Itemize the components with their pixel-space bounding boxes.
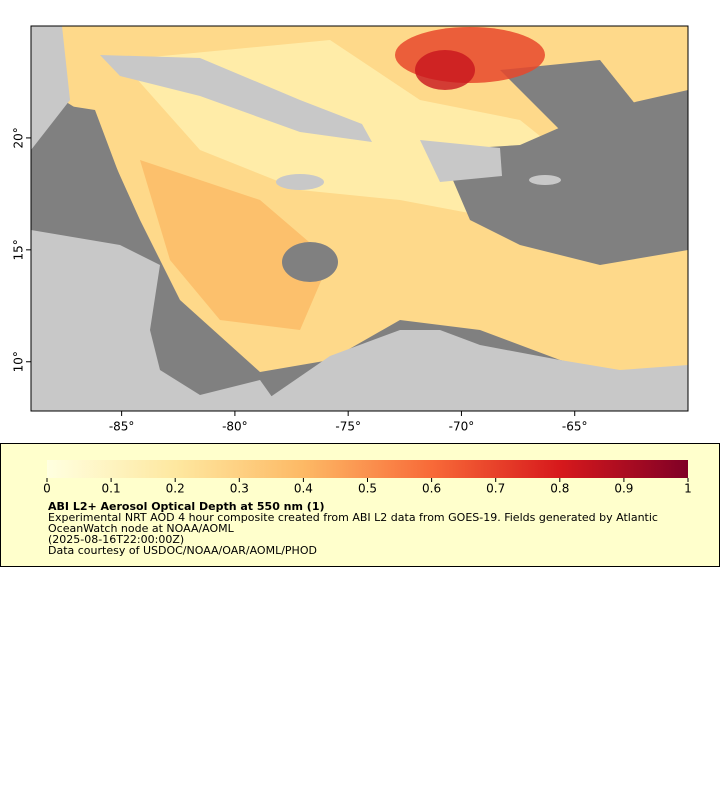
land: [250, 330, 688, 411]
map-area: [31, 26, 688, 411]
legend-line: Experimental NRT AOD 4 hour composite cr…: [48, 511, 658, 524]
land: [31, 230, 282, 411]
plot-frame: [30, 25, 689, 412]
colorbar-tick-label: 0.7: [486, 482, 505, 496]
y-tick-label: 20°: [12, 127, 26, 148]
legend-line: (2025-08-16T22:00:00Z): [48, 533, 184, 546]
colorbar-tick-label: 0.3: [230, 482, 249, 496]
x-tick-label: -75°: [335, 420, 361, 434]
colorbar-tick-label: 0.4: [294, 482, 313, 496]
axes: -85° -80° -75° -70° -65° 10° 15° 20°: [12, 127, 588, 433]
ocean-patch: [500, 60, 640, 130]
colorbar-tick-label: 0.5: [358, 482, 377, 496]
colorbar-tick-label: 0.2: [166, 482, 185, 496]
aerosol-very-high: [415, 50, 475, 90]
colorbar-tick-label: 1: [684, 482, 692, 496]
legend-lines: Experimental NRT AOD 4 hour composite cr…: [48, 511, 658, 557]
x-tick-label: -65°: [562, 420, 588, 434]
ocean-patch: [282, 242, 338, 282]
colorbar-tick-label: 0: [43, 482, 51, 496]
ocean-patch: [440, 90, 688, 265]
y-tick-label: 15°: [12, 239, 26, 260]
x-tick-label: -80°: [222, 420, 248, 434]
colorbar: [47, 460, 688, 478]
land: [420, 140, 502, 182]
x-tick-label: -85°: [109, 420, 135, 434]
aerosol-moderate: [140, 160, 330, 330]
legend-line: OceanWatch node at NOAA/AOML: [48, 522, 235, 535]
land: [31, 26, 70, 150]
colorbar-ticks: 0 0.1 0.2 0.3 0.4 0.5 0.6 0.7 0.8 0.9 1: [43, 478, 692, 496]
x-tick-label: -70°: [449, 420, 475, 434]
land: [276, 174, 324, 190]
colorbar-tick-label: 0.9: [614, 482, 633, 496]
colorbar-tick-label: 0.6: [422, 482, 441, 496]
legend-title: ABI L2+ Aerosol Optical Depth at 550 nm …: [48, 500, 325, 513]
colorbar-tick-label: 0.1: [102, 482, 121, 496]
land: [529, 175, 561, 185]
land: [100, 55, 372, 142]
y-tick-label: 10°: [12, 351, 26, 372]
legend-line: Data courtesy of USDOC/NOAA/OAR/AOML/PHO…: [48, 544, 317, 557]
colorbar-tick-label: 0.8: [550, 482, 569, 496]
